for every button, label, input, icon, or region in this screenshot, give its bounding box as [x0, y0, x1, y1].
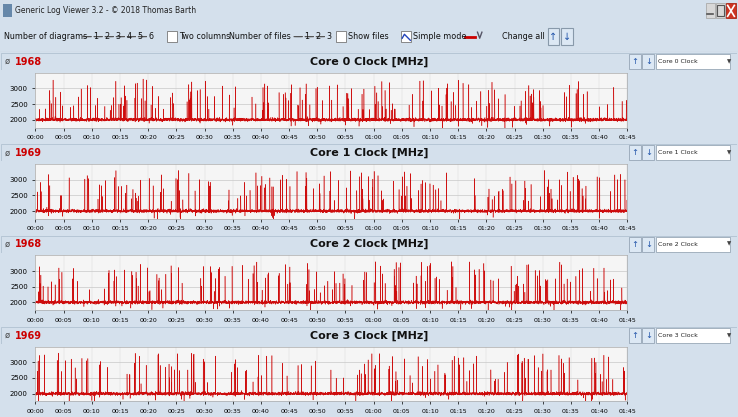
- FancyBboxPatch shape: [656, 146, 730, 161]
- Text: Simple mode: Simple mode: [413, 32, 466, 41]
- Text: ↓: ↓: [645, 148, 652, 157]
- Text: 1: 1: [93, 32, 98, 41]
- Text: 1968: 1968: [15, 57, 42, 67]
- Text: ↓: ↓: [645, 331, 652, 340]
- Text: 1969: 1969: [15, 331, 42, 341]
- Text: Generic Log Viewer 3.2 - © 2018 Thomas Barth: Generic Log Viewer 3.2 - © 2018 Thomas B…: [15, 6, 196, 15]
- FancyBboxPatch shape: [643, 237, 654, 252]
- Text: ↑: ↑: [632, 57, 638, 66]
- Text: ↑: ↑: [632, 240, 638, 249]
- Text: 5: 5: [137, 32, 142, 41]
- FancyBboxPatch shape: [643, 146, 654, 161]
- Text: 1: 1: [304, 32, 309, 41]
- Text: Number of files: Number of files: [229, 32, 291, 41]
- Text: Core 2 Clock: Core 2 Clock: [658, 242, 697, 247]
- Text: ø: ø: [5, 57, 10, 66]
- FancyBboxPatch shape: [630, 237, 641, 252]
- Text: ↑: ↑: [549, 32, 558, 42]
- Text: ↓: ↓: [645, 240, 652, 249]
- Text: ø: ø: [5, 240, 10, 249]
- FancyBboxPatch shape: [656, 237, 730, 252]
- Text: 3: 3: [115, 32, 120, 41]
- Text: ↑: ↑: [632, 148, 638, 157]
- Text: ▼: ▼: [727, 242, 731, 247]
- Text: ▼: ▼: [727, 59, 731, 64]
- Text: Core 0 Clock [MHz]: Core 0 Clock [MHz]: [310, 56, 428, 67]
- Text: Core 3 Clock: Core 3 Clock: [658, 333, 697, 338]
- Text: Core 2 Clock [MHz]: Core 2 Clock [MHz]: [310, 239, 428, 249]
- Text: Two columns: Two columns: [179, 32, 230, 41]
- FancyBboxPatch shape: [561, 28, 573, 45]
- Text: Show files: Show files: [348, 32, 389, 41]
- Text: ↓: ↓: [562, 32, 571, 42]
- Text: ø: ø: [5, 148, 10, 157]
- Text: Change all: Change all: [502, 32, 545, 41]
- Text: Core 1 Clock: Core 1 Clock: [658, 151, 697, 156]
- Text: 3: 3: [326, 32, 331, 41]
- FancyBboxPatch shape: [656, 328, 730, 343]
- Text: ø: ø: [5, 331, 10, 340]
- Text: ↓: ↓: [645, 57, 652, 66]
- Bar: [3, 4, 12, 18]
- FancyBboxPatch shape: [726, 3, 736, 18]
- Text: 4: 4: [126, 32, 131, 41]
- Text: Number of diagrams: Number of diagrams: [4, 32, 87, 41]
- Bar: [401, 31, 411, 42]
- Text: 1968: 1968: [15, 239, 42, 249]
- FancyBboxPatch shape: [716, 3, 725, 18]
- Bar: [167, 31, 177, 42]
- FancyBboxPatch shape: [643, 54, 654, 69]
- Text: 1969: 1969: [15, 148, 42, 158]
- Text: ▼: ▼: [727, 151, 731, 156]
- Text: Core 3 Clock [MHz]: Core 3 Clock [MHz]: [310, 330, 428, 341]
- FancyBboxPatch shape: [630, 54, 641, 69]
- FancyBboxPatch shape: [643, 328, 654, 343]
- FancyBboxPatch shape: [630, 328, 641, 343]
- Text: 2: 2: [104, 32, 109, 41]
- FancyBboxPatch shape: [656, 54, 730, 69]
- Bar: [717, 5, 724, 16]
- Text: 2: 2: [315, 32, 320, 41]
- FancyBboxPatch shape: [706, 3, 715, 18]
- Bar: [336, 31, 346, 42]
- Text: Core 1 Clock [MHz]: Core 1 Clock [MHz]: [310, 148, 428, 158]
- Text: ↑: ↑: [632, 331, 638, 340]
- Text: Core 0 Clock: Core 0 Clock: [658, 59, 697, 64]
- Text: 6: 6: [148, 32, 154, 41]
- Text: ▼: ▼: [727, 333, 731, 338]
- FancyBboxPatch shape: [630, 146, 641, 161]
- FancyBboxPatch shape: [548, 28, 559, 45]
